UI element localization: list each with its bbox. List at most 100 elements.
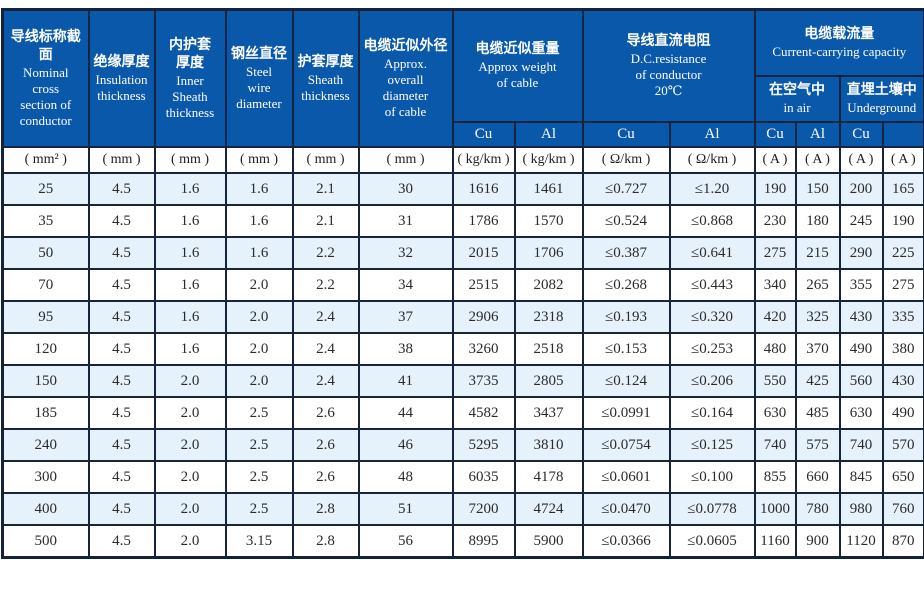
table-cell: 4.5	[87, 172, 156, 206]
group-header-en: Approx weight of cable	[478, 59, 557, 90]
table-cell: ≤0.124	[581, 364, 671, 398]
col-header-en: Inner Sheath thickness	[165, 72, 215, 120]
col-header-zh: 钢丝直径	[231, 46, 287, 62]
table-cell: ≤0.125	[668, 428, 756, 462]
col-header-zh: 内护套 厚度	[169, 37, 211, 71]
unit-cell: ( kg/km )	[451, 146, 516, 174]
sub-header-in-air: 在空气中 in air	[753, 75, 841, 123]
table-cell: 2906	[451, 300, 516, 334]
sub-header-zh: 在空气中	[769, 83, 825, 98]
col-header-zh: 电缆近似外径	[363, 38, 448, 54]
table-cell: 650	[881, 460, 924, 494]
table-row: 50 4.5 1.6 1.6 2.2 32 2015 1706 ≤0.387 ≤0.641 275 2…	[1, 236, 924, 270]
table-cell: 1.6	[153, 204, 227, 238]
table-cell: ≤0.0601	[581, 460, 671, 494]
table-cell: 5295	[451, 428, 516, 462]
table-cell: 1616	[451, 172, 516, 206]
table-cell: 400	[1, 492, 90, 526]
col-header-en: Approx. overall diameter of cable	[382, 55, 429, 119]
cable-spec-table-wrap: 导线标称截面 Nominal cross section of conducto…	[1, 8, 924, 559]
table-cell: 1706	[513, 236, 584, 270]
table-cell: 30	[357, 172, 454, 206]
table-cell: 1.6	[153, 236, 227, 270]
col-header-zh: 导线标称截面	[10, 29, 81, 63]
table-cell: 3735	[451, 364, 516, 398]
col-header-inner-sheath-thickness: 内护套 厚度 Inner Sheath thickness	[153, 8, 227, 148]
table-cell: 7200	[451, 492, 516, 526]
table-cell: 1461	[513, 172, 584, 206]
table-cell: ≤0.387	[581, 236, 671, 270]
table-cell: 35	[1, 204, 90, 238]
table-cell: 46	[357, 428, 454, 462]
col-header-en: Nominal cross section of conductor	[19, 64, 72, 128]
table-cell: 425	[794, 364, 841, 398]
group-header-dc-resistance: 导线直流电阻 D.C.resistance of conductor 20℃	[581, 8, 756, 123]
table-cell: ≤0.868	[668, 204, 756, 238]
cable-spec-table: 导线标称截面 Nominal cross section of conducto…	[1, 8, 924, 559]
unit-cell: ( A )	[881, 146, 924, 174]
table-row: 150 4.5 2.0 2.0 2.4 41 3735 2805 ≤0.124 ≤0.206 550…	[1, 364, 924, 398]
table-cell: 480	[753, 332, 797, 366]
table-cell: 490	[838, 332, 884, 366]
group-header-zh: 导线直流电阻	[626, 34, 711, 49]
material-header-cu: Cu	[581, 121, 671, 148]
table-cell: 490	[881, 396, 924, 430]
table-cell: 70	[1, 268, 90, 302]
table-cell: 3437	[513, 396, 584, 430]
unit-cell: ( Ω/km )	[668, 146, 756, 174]
table-cell: 2.0	[224, 300, 294, 334]
table-cell: 44	[357, 396, 454, 430]
table-cell: 4.5	[87, 524, 156, 559]
table-cell: 4.5	[87, 492, 156, 526]
table-cell: ≤0.193	[581, 300, 671, 334]
table-cell: 32	[357, 236, 454, 270]
table-cell: 570	[881, 428, 924, 462]
table-cell: 190	[881, 204, 924, 238]
table-cell: 340	[753, 268, 797, 302]
table-cell: 845	[838, 460, 884, 494]
group-header-approx-weight: 电缆近似重量 Approx weight of cable	[451, 8, 584, 123]
table-cell: ≤0.268	[581, 268, 671, 302]
table-cell: 1786	[451, 204, 516, 238]
table-cell: 4.5	[87, 268, 156, 302]
table-cell: 420	[753, 300, 797, 334]
col-header-zh: 护套厚度	[297, 54, 354, 70]
table-cell: ≤0.164	[668, 396, 756, 430]
table-cell: 560	[838, 364, 884, 398]
table-cell: 4724	[513, 492, 584, 526]
table-cell: 2.4	[291, 300, 360, 334]
table-row: 70 4.5 1.6 2.0 2.2 34 2515 2082 ≤0.268 ≤0.443 340 2…	[1, 268, 924, 302]
table-cell: 38	[357, 332, 454, 366]
col-header-overall-diameter: 电缆近似外径 Approx. overall diameter of cable	[357, 8, 454, 148]
table-cell: 1.6	[224, 204, 294, 238]
table-cell: 2.0	[224, 268, 294, 302]
material-header-cu: Cu	[838, 121, 884, 148]
table-cell: ≤0.443	[668, 268, 756, 302]
sub-header-underground: 直埋土壤中 Underground	[838, 75, 924, 123]
table-cell: ≤0.727	[581, 172, 671, 206]
col-header-nominal-cross-section: 导线标称截面 Nominal cross section of conducto…	[1, 8, 90, 148]
material-header-al: Al	[794, 121, 841, 148]
table-cell: 120	[1, 332, 90, 366]
table-cell: 265	[794, 268, 841, 302]
table-cell: 550	[753, 364, 797, 398]
table-cell: 3810	[513, 428, 584, 462]
table-cell: 2.6	[291, 460, 360, 494]
table-cell: 2.4	[291, 364, 360, 398]
material-header-blank	[881, 121, 924, 148]
table-cell: 4582	[451, 396, 516, 430]
col-header-sheath-thickness: 护套厚度 Sheath thickness	[291, 8, 360, 148]
table-cell: 150	[1, 364, 90, 398]
table-cell: 780	[794, 492, 841, 526]
table-cell: 370	[794, 332, 841, 366]
table-cell: 215	[794, 236, 841, 270]
table-cell: ≤0.0366	[581, 524, 671, 559]
table-cell: 48	[357, 460, 454, 494]
table-cell: 180	[794, 204, 841, 238]
table-cell: 1.6	[153, 300, 227, 334]
table-cell: 1.6	[224, 172, 294, 206]
table-cell: 200	[838, 172, 884, 206]
table-cell: ≤0.320	[668, 300, 756, 334]
header-row-environment: 在空气中 in air 直埋土壤中 Underground	[3, 75, 924, 123]
table-cell: 2.4	[291, 332, 360, 366]
